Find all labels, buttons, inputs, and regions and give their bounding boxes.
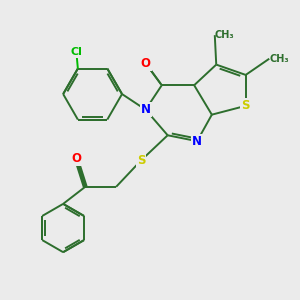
Text: O: O: [71, 152, 81, 165]
Text: O: O: [141, 57, 151, 70]
Text: N: N: [192, 135, 202, 148]
Text: S: S: [242, 99, 250, 112]
Text: S: S: [137, 154, 146, 167]
Text: N: N: [141, 103, 151, 116]
Text: CH₃: CH₃: [215, 30, 234, 40]
Text: Cl: Cl: [70, 47, 82, 57]
Text: CH₃: CH₃: [269, 54, 289, 64]
